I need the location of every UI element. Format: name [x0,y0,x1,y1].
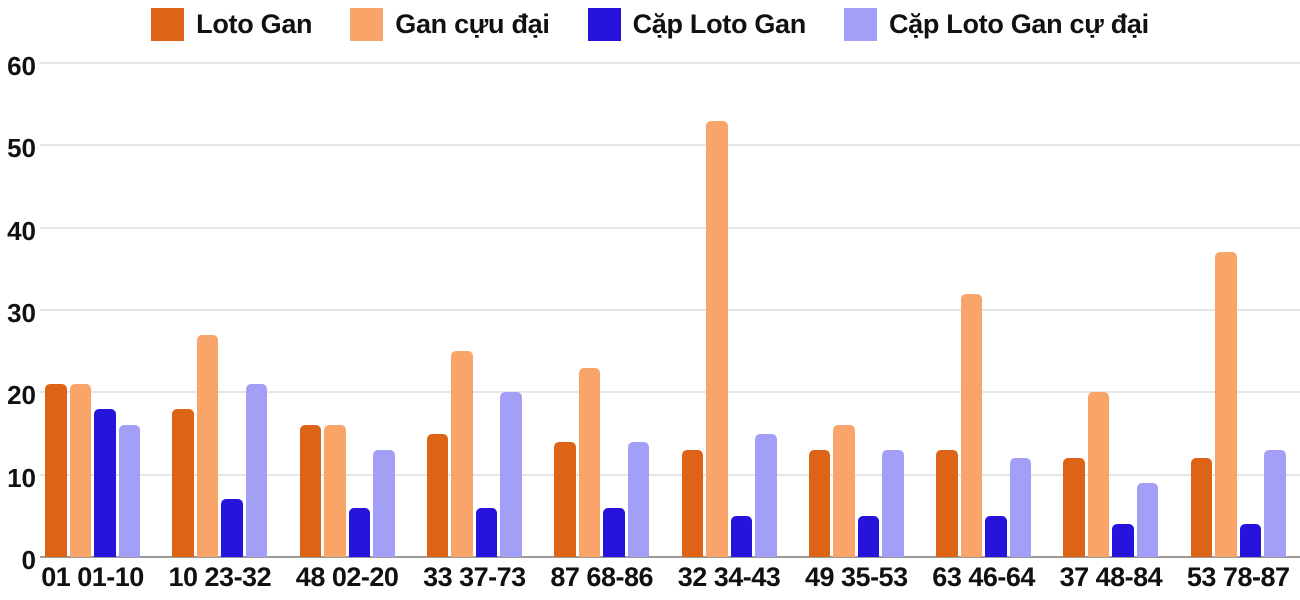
chart-legend: Loto Gan Gan cựu đại Cặp Loto Gan Cặp Loto … [0,8,1300,41]
x-axis-category-label: 49 35-53 [805,562,908,592]
legend-label: Loto Gan [196,9,313,39]
bar-loto-gan-5 [681,449,703,557]
bar-cặp-loto-gan-4 [603,507,625,557]
bar-cặp-loto-gan-cự-đại-4 [627,441,650,557]
bar-cặp-loto-gan-8 [1112,524,1134,557]
y-axis-tick-label: 50 [7,133,36,164]
bar-loto-gan-3 [426,433,449,557]
bar-gan-cựu-đại-4 [578,367,601,557]
y-axis-tick-label: 0 [21,545,36,575]
bar-cặp-loto-gan-cự-đại-8 [1136,482,1159,557]
bar-cặp-loto-gan-cự-đại-2 [373,449,395,557]
y-axis-tick-label: 30 [7,298,36,328]
gridline [40,309,1300,311]
bar-loto-gan-6 [808,449,831,557]
legend-item-0[interactable]: Loto Gan [151,8,313,41]
y-axis-tick-label: 40 [7,215,36,246]
bar-gan-cựu-đại-5 [706,120,728,557]
legend-swatch-icon [350,8,384,41]
bar-cặp-loto-gan-3 [475,507,498,557]
legend-item-2[interactable]: Cặp Loto Gan [587,8,807,41]
bar-cặp-loto-gan-5 [730,515,752,557]
x-axis-category-label: 87 68-86 [550,562,653,592]
bar-gan-cựu-đại-0 [69,384,91,557]
bar-cặp-loto-gan-cự-đại-3 [500,392,522,557]
bar-cặp-loto-gan-cự-đại-9 [1264,449,1286,557]
bar-cặp-loto-gan-2 [348,507,371,557]
gridline [40,226,1300,229]
x-axis-category-label: 32 34-43 [677,562,781,592]
y-axis-tick-label: 20 [7,380,36,411]
legend-swatch-icon [587,8,621,41]
legend-item-3[interactable]: Cặp Loto Gan cự đại [843,8,1149,41]
bar-cặp-loto-gan-1 [221,499,243,557]
bar-cặp-loto-gan-9 [1239,524,1262,557]
gridline [40,144,1300,147]
bar-cặp-loto-gan-6 [857,515,880,557]
bar-cặp-loto-gan-cự-đại-7 [1009,458,1032,557]
bar-gan-cựu-đại-7 [960,293,983,557]
bar-gan-cựu-đại-8 [1087,392,1110,557]
bar-loto-gan-4 [554,441,576,557]
legend-item-1[interactable]: Gan cựu đại [350,8,550,41]
y-axis-tick-label: 60 [7,51,36,81]
bar-gan-cựu-đại-3 [451,351,473,557]
x-axis-category-label: 33 37-73 [423,562,526,592]
x-axis-category-label: 63 46-64 [932,562,1035,592]
gridline [40,391,1300,394]
gridline [40,473,1300,476]
bar-gan-cựu-đại-9 [1215,252,1237,557]
legend-label: Gan cựu đại [395,9,550,39]
bar-cặp-loto-gan-cự-đại-6 [882,449,904,557]
legend-label: Cặp Loto Gan [632,9,807,39]
bar-cặp-loto-gan-7 [985,515,1007,557]
x-axis-category-label: 53 78-87 [1186,562,1290,592]
x-axis-category-label: 01 01-10 [41,562,144,592]
y-axis-tick-label: 10 [7,462,36,493]
x-axis-category-label: 48 02-20 [295,562,399,592]
bar-cặp-loto-gan-cự-đại-5 [755,433,777,557]
bar-cặp-loto-gan-cự-đại-1 [245,384,268,557]
x-axis-category-label: 37 48-84 [1059,562,1163,592]
gridline [40,62,1300,64]
bar-loto-gan-1 [172,408,194,557]
bar-cặp-loto-gan-cự-đại-0 [118,425,140,557]
x-axis-category-label: 10 23-32 [168,562,272,592]
bar-gan-cựu-đại-2 [324,425,346,557]
legend-swatch-icon [843,8,877,41]
legend-label: Cặp Loto Gan cự đại [888,9,1149,39]
bar-loto-gan-8 [1063,458,1085,557]
bar-loto-gan-0 [45,384,67,557]
bar-loto-gan-2 [299,425,322,557]
bar-gan-cựu-đại-6 [833,425,855,557]
bar-loto-gan-7 [936,449,958,557]
legend-swatch-icon [151,8,185,41]
bar-cặp-loto-gan-0 [94,408,116,557]
x-axis-line [40,556,1300,558]
bar-loto-gan-9 [1190,458,1213,557]
bar-gan-cựu-đại-1 [196,334,219,557]
